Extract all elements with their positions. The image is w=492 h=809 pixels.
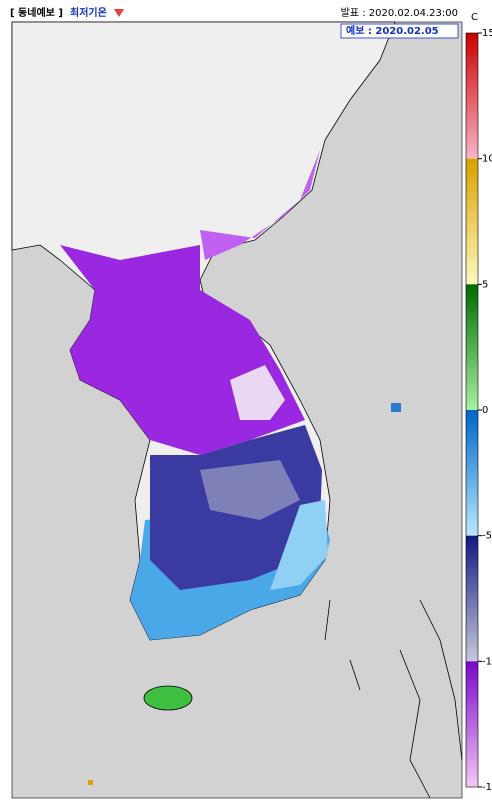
variable-name: 최저기온 (70, 6, 107, 19)
tick-label: -5 (482, 531, 492, 542)
dropdown-arrow[interactable] (114, 9, 124, 17)
purple-coast (200, 150, 320, 260)
grey-blue-area (200, 460, 300, 520)
forecast-box (340, 23, 459, 39)
color-band (466, 535, 478, 662)
unit-label: C (471, 12, 478, 23)
color-band (466, 158, 478, 285)
color-band (466, 410, 478, 536)
tick-label: -15 (482, 782, 492, 793)
forecast-date: 예보 : 2020.02.05 (346, 24, 439, 37)
tick-label: 0 (482, 405, 488, 416)
light-area (230, 365, 285, 420)
tick-label: -10 (482, 656, 492, 667)
color-band (466, 284, 478, 410)
tick-label: 15 (482, 28, 492, 39)
ulleung-island (391, 403, 401, 412)
color-band (466, 33, 478, 159)
small-island (88, 780, 93, 785)
issued-time: 발표 : 2020.02.04.23:00 (341, 7, 458, 19)
light-blue-coast (270, 500, 328, 590)
tick-label: 10 (482, 154, 492, 165)
colorbar: 15 10 5 0 -5 -10 -15 C (465, 12, 492, 793)
color-band (466, 661, 478, 787)
map: 예보 : 2020.02.05 (11, 21, 463, 799)
jeju-island (143, 685, 193, 711)
header-label: [ 동네예보 ] (10, 6, 63, 19)
tick-label: 5 (482, 279, 488, 290)
japan-coast (324, 599, 463, 799)
